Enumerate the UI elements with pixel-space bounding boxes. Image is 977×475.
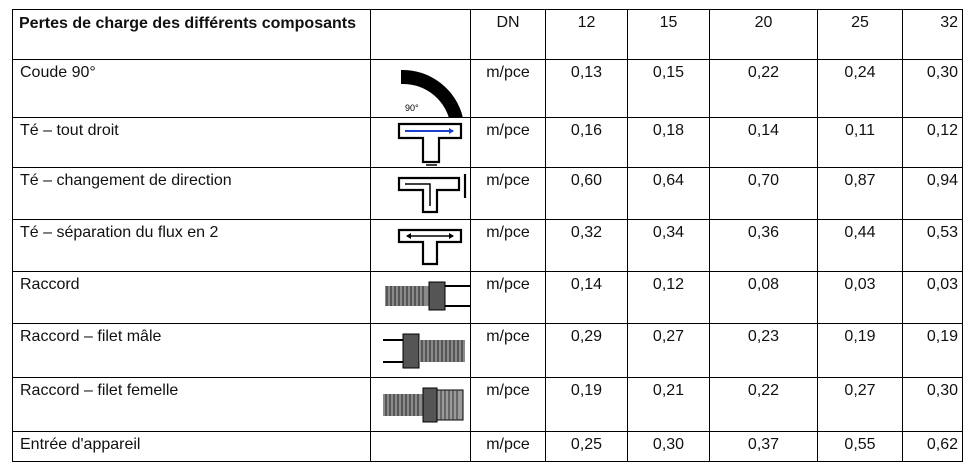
cell-value: 0,12 — [627, 271, 710, 324]
empty-icon-cell — [370, 431, 471, 462]
cell-value: 0,36 — [709, 219, 818, 272]
row-unit: m/pce — [470, 323, 546, 378]
cell-value: 0,53 — [902, 219, 963, 272]
elbow-90-icon: 90° — [370, 59, 471, 118]
cell-value: 0,18 — [627, 117, 710, 168]
elbow-angle-label: 90° — [405, 103, 419, 113]
dn-25: 25 — [817, 9, 903, 60]
cell-value: 0,29 — [545, 323, 628, 378]
table-header-row: Pertes de charge des différents composan… — [12, 9, 963, 60]
cell-value: 0,37 — [709, 431, 818, 462]
cell-value: 0,25 — [545, 431, 628, 462]
cell-value: 0,21 — [627, 377, 710, 432]
cell-value: 0,13 — [545, 59, 628, 118]
row-unit: m/pce — [470, 219, 546, 272]
cell-value: 0,08 — [709, 271, 818, 324]
cell-value: 0,23 — [709, 323, 818, 378]
row-label: Raccord — [12, 271, 371, 324]
cell-value: 0,94 — [902, 167, 963, 220]
cell-value: 0,16 — [545, 117, 628, 168]
cell-value: 0,62 — [902, 431, 963, 462]
row-unit: m/pce — [470, 271, 546, 324]
female-thread-fitting-icon — [370, 377, 471, 432]
cell-value: 0,19 — [817, 323, 903, 378]
row-label: Raccord – filet femelle — [12, 377, 371, 432]
row-unit: m/pce — [470, 377, 546, 432]
cell-value: 0,55 — [817, 431, 903, 462]
cell-value: 0,15 — [627, 59, 710, 118]
dn-32: 32 — [902, 9, 963, 60]
row-label: Té – changement de direction — [12, 167, 371, 220]
table-row: Té – tout droit m/pce 0,16 0,18 0,14 0,1… — [12, 117, 963, 168]
row-label: Té – séparation du flux en 2 — [12, 219, 371, 272]
cell-value: 0,03 — [817, 271, 903, 324]
cell-value: 0,12 — [902, 117, 963, 168]
cell-value: 0,44 — [817, 219, 903, 272]
cell-value: 0,64 — [627, 167, 710, 220]
dn-12: 12 — [545, 9, 628, 60]
row-unit: m/pce — [470, 431, 546, 462]
cell-value: 0,24 — [817, 59, 903, 118]
cell-value: 0,32 — [545, 219, 628, 272]
table-row: Entrée d'appareil m/pce 0,25 0,30 0,37 0… — [12, 431, 963, 462]
tee-straight-icon — [370, 117, 471, 168]
cell-value: 0,19 — [545, 377, 628, 432]
row-unit: m/pce — [470, 117, 546, 168]
cell-value: 0,22 — [709, 59, 818, 118]
cell-value: 0,19 — [902, 323, 963, 378]
cell-value: 0,03 — [902, 271, 963, 324]
tee-branch-icon — [370, 167, 471, 220]
row-label: Coude 90° — [12, 59, 371, 118]
dn-20: 20 — [709, 9, 818, 60]
tee-split-icon — [370, 219, 471, 272]
cell-value: 0,30 — [902, 59, 963, 118]
row-unit: m/pce — [470, 167, 546, 220]
cell-value: 0,14 — [709, 117, 818, 168]
cell-value: 0,34 — [627, 219, 710, 272]
union-fitting-icon — [370, 271, 471, 324]
cell-value: 0,87 — [817, 167, 903, 220]
table-title: Pertes de charge des différents composan… — [12, 9, 371, 60]
cell-value: 0,22 — [709, 377, 818, 432]
row-label: Entrée d'appareil — [12, 431, 371, 462]
table-row: Raccord – filet mâle m/pce 0,29 0,27 0,2… — [12, 323, 963, 378]
cell-value: 0,60 — [545, 167, 628, 220]
pressure-loss-table: Pertes de charge des différents composan… — [12, 9, 963, 462]
cell-value: 0,70 — [709, 167, 818, 220]
row-label: Raccord – filet mâle — [12, 323, 371, 378]
table-row: Raccord m/pce 0,14 0,12 0,08 0,03 0,03 — [12, 271, 963, 324]
cell-value: 0,30 — [627, 431, 710, 462]
cell-value: 0,27 — [817, 377, 903, 432]
dn-15: 15 — [627, 9, 710, 60]
cell-value: 0,27 — [627, 323, 710, 378]
cell-value: 0,30 — [902, 377, 963, 432]
table-row: Té – changement de direction m/pce 0,60 … — [12, 167, 963, 220]
cell-value: 0,11 — [817, 117, 903, 168]
table-row: Coude 90° 90° m/pce 0,13 0,15 0,22 0,24 … — [12, 59, 963, 118]
table-row: Té – séparation du flux en 2 m/pce 0,32 … — [12, 219, 963, 272]
cell-value: 0,14 — [545, 271, 628, 324]
icon-column-header — [370, 9, 471, 60]
dn-label: DN — [470, 9, 546, 60]
male-thread-fitting-icon — [370, 323, 471, 378]
row-unit: m/pce — [470, 59, 546, 118]
row-label: Té – tout droit — [12, 117, 371, 168]
table-row: Raccord – filet femelle m/pce 0,19 0,21 … — [12, 377, 963, 432]
